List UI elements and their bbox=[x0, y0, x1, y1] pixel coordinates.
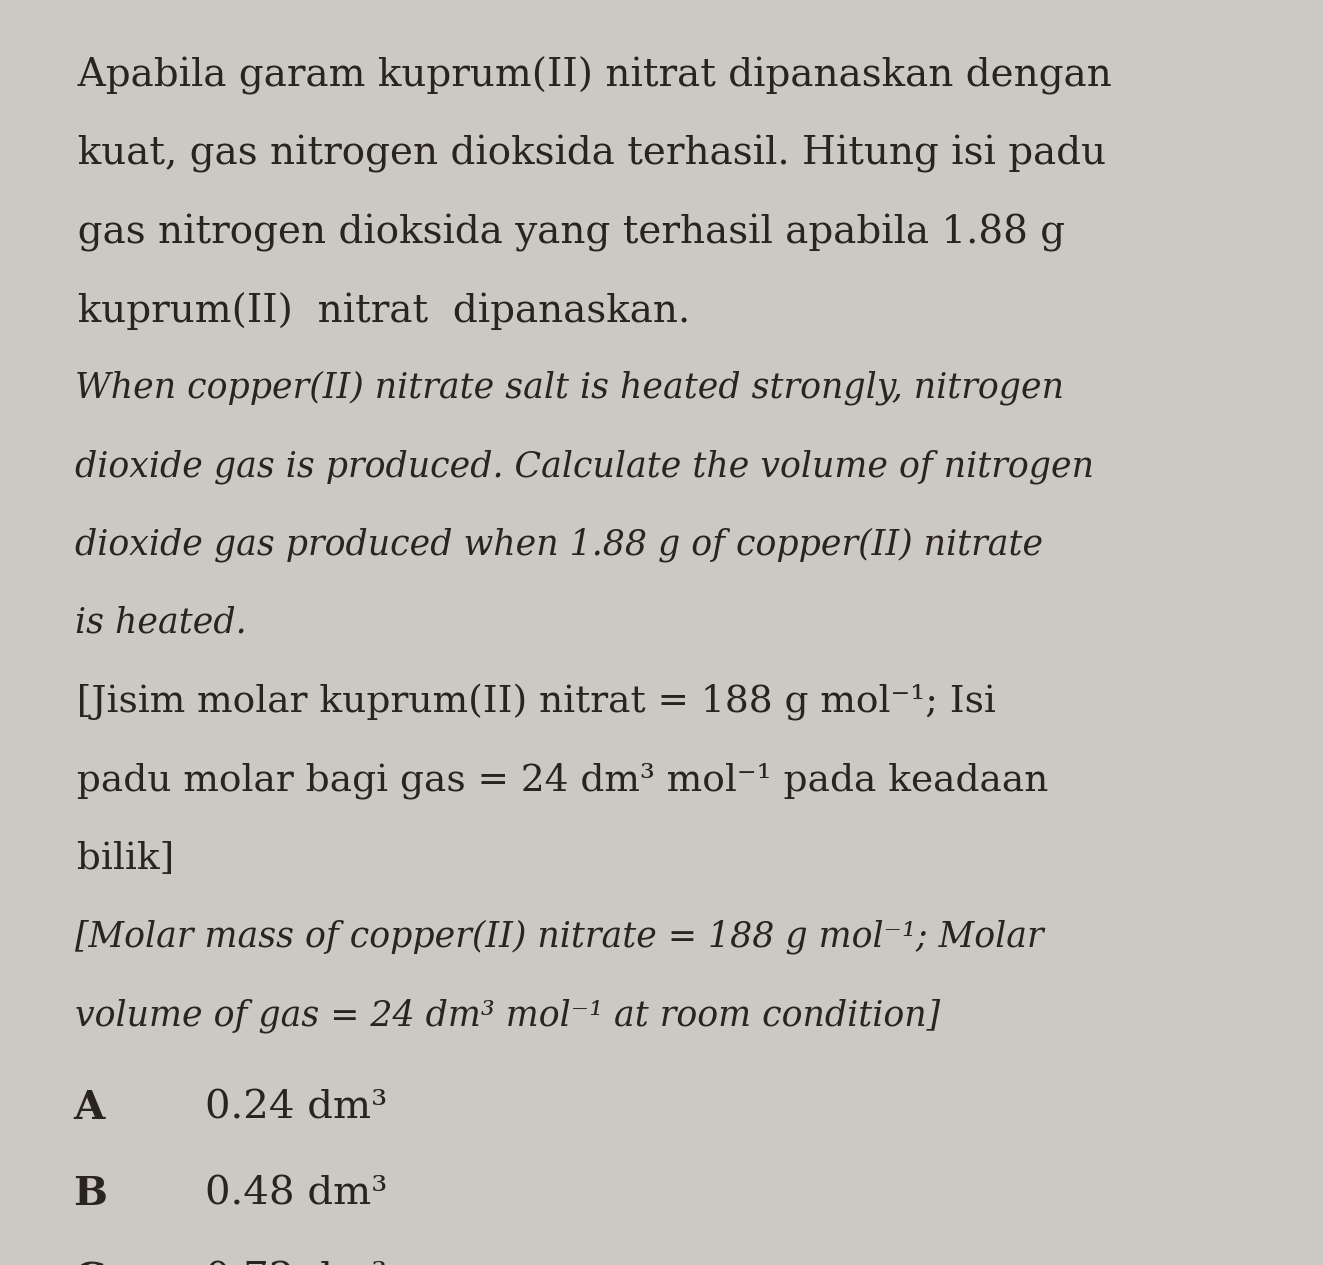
Text: Apabila garam kuprum(II) nitrat dipanaskan dengan: Apabila garam kuprum(II) nitrat dipanask… bbox=[53, 57, 1111, 95]
Text: 0.48 dm³: 0.48 dm³ bbox=[205, 1175, 388, 1212]
Text: bilik]: bilik] bbox=[53, 841, 175, 877]
Text: B: B bbox=[73, 1175, 107, 1213]
Text: 0.72 dm³: 0.72 dm³ bbox=[205, 1261, 388, 1265]
Text: volume of gas = 24 dm³ mol⁻¹ at room condition]: volume of gas = 24 dm³ mol⁻¹ at room con… bbox=[53, 998, 941, 1032]
Text: padu molar bagi gas = 24 dm³ mol⁻¹ pada keadaan: padu molar bagi gas = 24 dm³ mol⁻¹ pada … bbox=[53, 763, 1048, 799]
Text: kuat, gas nitrogen dioksida terhasil. Hitung isi padu: kuat, gas nitrogen dioksida terhasil. Hi… bbox=[53, 135, 1106, 173]
Text: [Molar mass of copper(II) nitrate = 188 g mol⁻¹; Molar: [Molar mass of copper(II) nitrate = 188 … bbox=[53, 920, 1044, 954]
Text: dioxide gas produced when 1.88 g of copper(II) nitrate: dioxide gas produced when 1.88 g of copp… bbox=[53, 528, 1043, 562]
Text: gas nitrogen dioksida yang terhasil apabila 1.88 g: gas nitrogen dioksida yang terhasil apab… bbox=[53, 214, 1065, 252]
Text: kuprum(II)  nitrat  dipanaskan.: kuprum(II) nitrat dipanaskan. bbox=[53, 292, 691, 330]
Text: C: C bbox=[73, 1261, 105, 1265]
Text: 0.24 dm³: 0.24 dm³ bbox=[205, 1089, 388, 1126]
Text: When copper(II) nitrate salt is heated strongly, nitrogen: When copper(II) nitrate salt is heated s… bbox=[53, 371, 1064, 405]
Text: is heated.: is heated. bbox=[53, 606, 246, 640]
Text: A: A bbox=[73, 1089, 105, 1127]
Text: [Jisim molar kuprum(II) nitrat = 188 g mol⁻¹; Isi: [Jisim molar kuprum(II) nitrat = 188 g m… bbox=[53, 684, 996, 721]
Text: dioxide gas is produced. Calculate the volume of nitrogen: dioxide gas is produced. Calculate the v… bbox=[53, 449, 1094, 483]
